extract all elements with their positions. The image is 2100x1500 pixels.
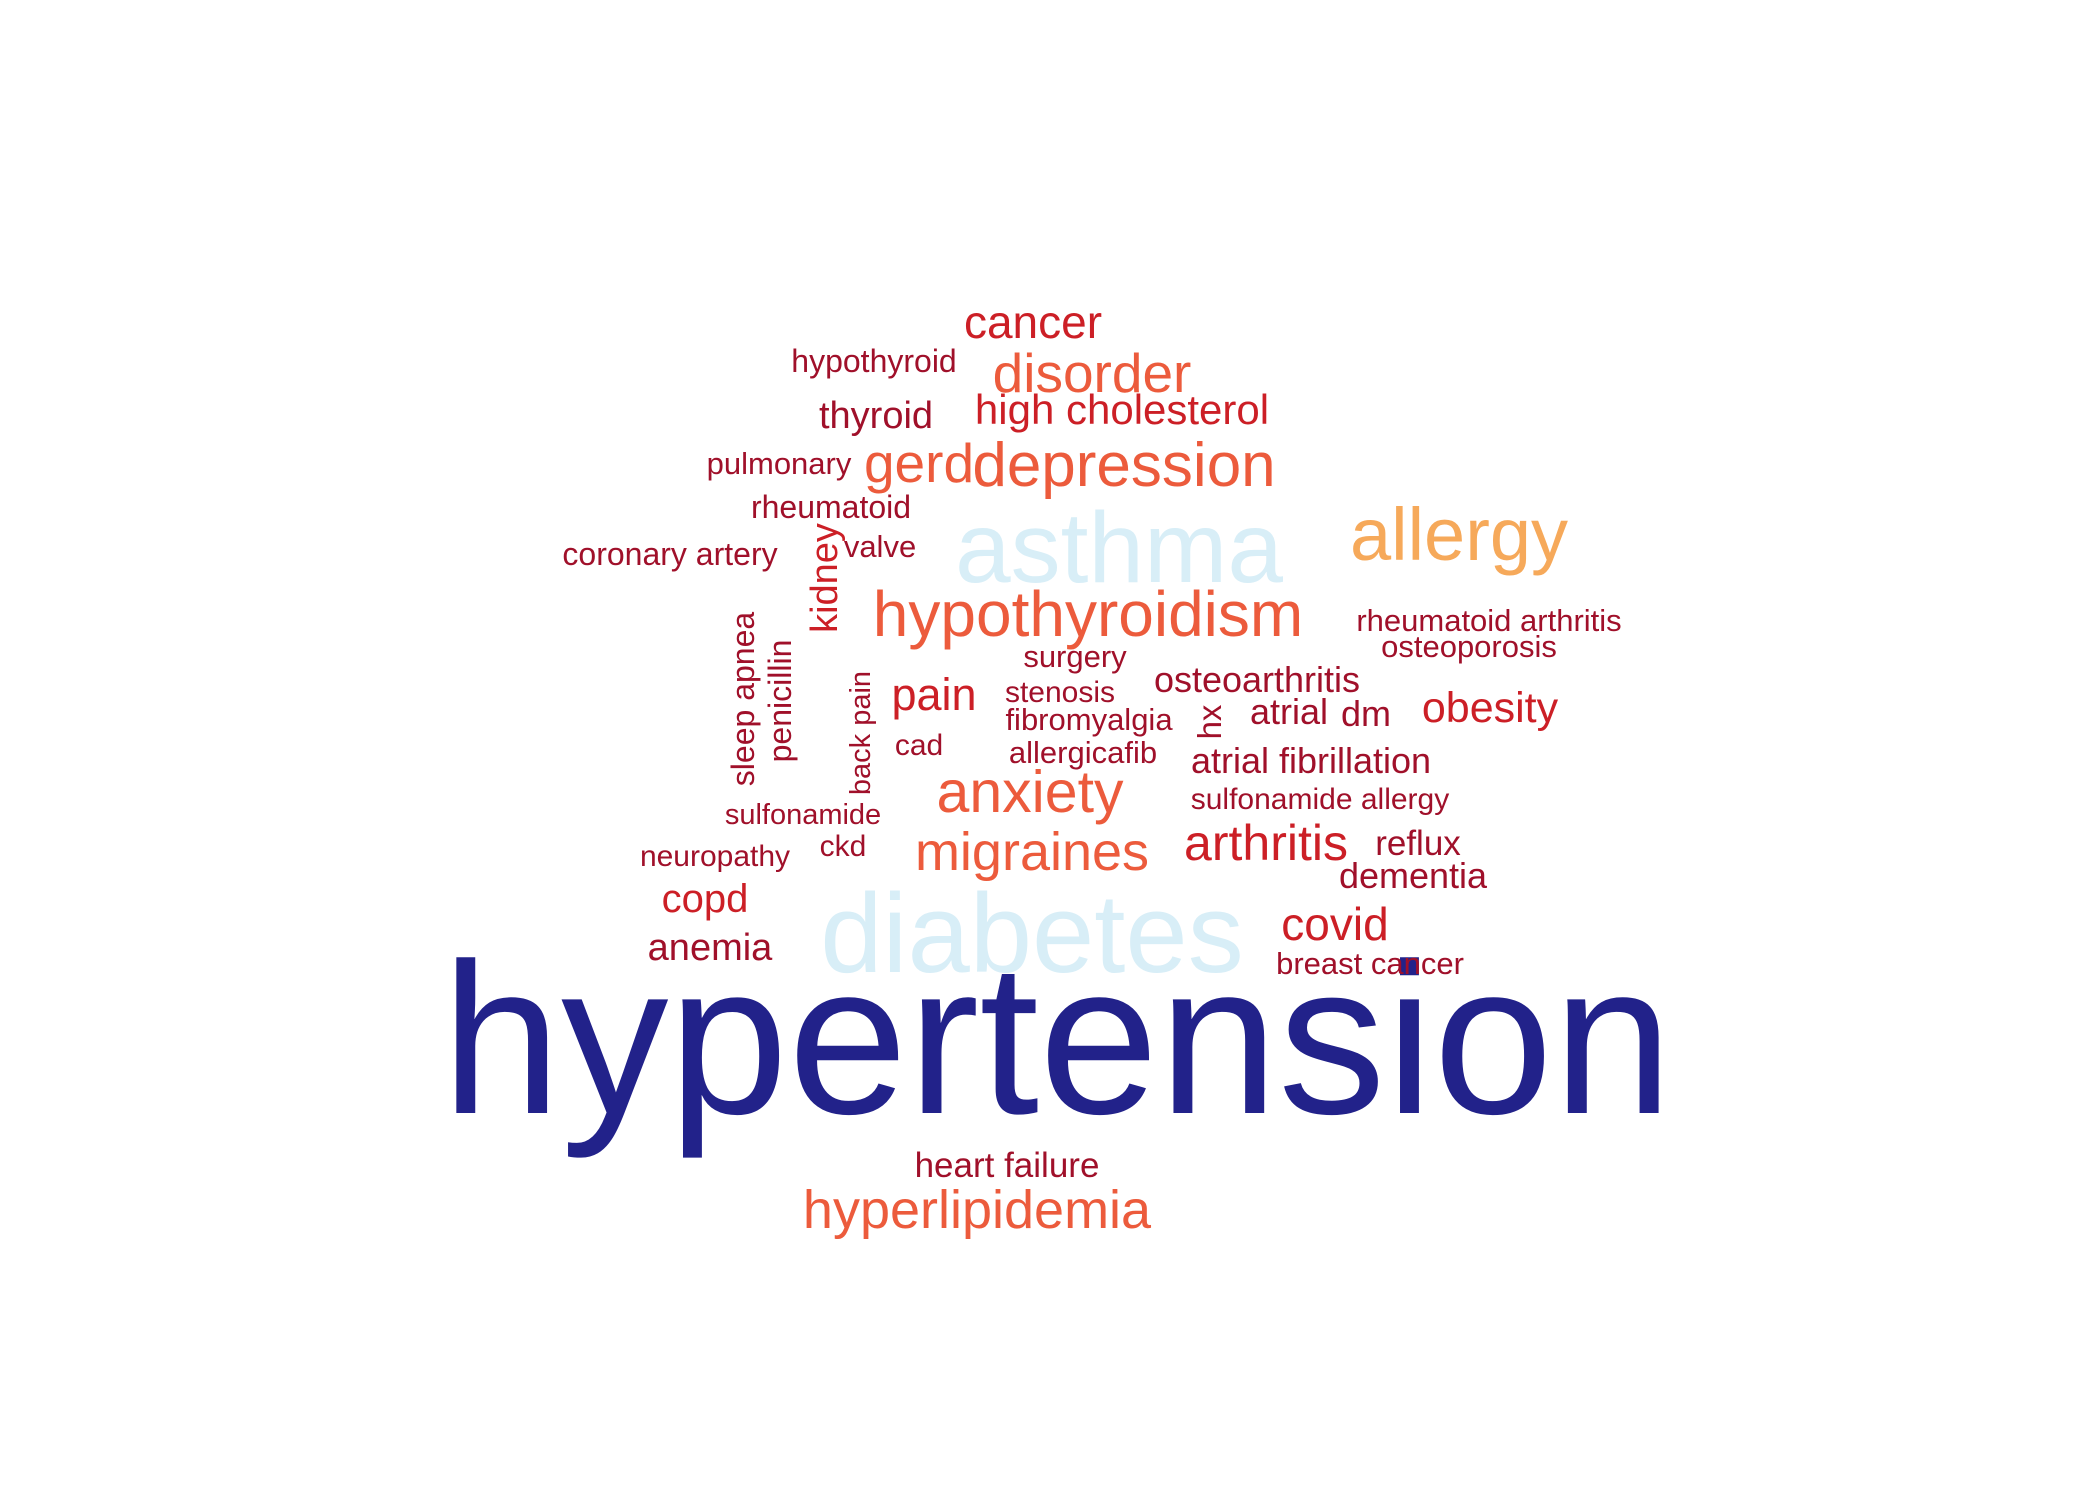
word-sleep-apnea: sleep apnea (725, 612, 761, 787)
word-coronary-artery: coronary artery (562, 536, 777, 572)
word-hyperlipidemia: hyperlipidemia (803, 1180, 1152, 1240)
word-thyroid: thyroid (819, 395, 933, 437)
word-rheumatoid: rheumatoid (751, 489, 911, 525)
word-penicillin: penicillin (762, 640, 798, 763)
word-breast-cancer: breast cancer (1276, 946, 1464, 981)
word-pulmonary: pulmonary (707, 446, 852, 481)
word-osteoporosis: osteoporosis (1381, 629, 1557, 664)
word-kidney: kidney (804, 523, 846, 633)
word-disorder: disorder (993, 342, 1192, 404)
word-allergy: allergy (1350, 493, 1568, 576)
word-depression: depression (972, 431, 1275, 500)
word-neuropathy: neuropathy (640, 840, 790, 873)
word-migraines: migraines (915, 822, 1149, 882)
word-high-cholesterol: high cholesterol (975, 386, 1269, 433)
word-heart-failure: heart failure (915, 1146, 1100, 1185)
word-allergicafib: allergicafib (1009, 735, 1157, 770)
word-surgery: surgery (1023, 639, 1127, 674)
word-cancer: cancer (964, 296, 1102, 348)
word-sulfonamide: sulfonamide (725, 799, 881, 831)
word-arthritis: arthritis (1184, 815, 1348, 871)
word-obesity: obesity (1422, 684, 1559, 732)
word-pain: pain (891, 669, 976, 720)
word-ckd: ckd (820, 830, 867, 863)
word-dementia: dementia (1339, 855, 1488, 896)
word-stenosis: stenosis (1005, 676, 1115, 709)
word-osteoarthritis: osteoarthritis (1154, 659, 1360, 700)
word-hypothyroid: hypothyroid (791, 343, 956, 379)
word-hypertension: hypertension (441, 918, 1672, 1159)
word-valve: valve (844, 529, 916, 564)
word-covid: covid (1281, 898, 1388, 950)
word-atrial-fibrillation: atrial fibrillation (1191, 740, 1431, 781)
word-anemia: anemia (648, 927, 773, 969)
word-copd: copd (662, 877, 749, 921)
word-cad: cad (895, 729, 943, 762)
word-back-pain: back pain (845, 671, 877, 795)
word-sulfonamide-allergy: sulfonamide allergy (1191, 783, 1449, 816)
word-gerd: gerd (864, 432, 974, 494)
word-reflux: reflux (1375, 824, 1461, 863)
word-hx: hx (1191, 704, 1228, 739)
word-dm: dm (1341, 693, 1391, 734)
word-hypothyroidism: hypothyroidism (873, 578, 1303, 650)
word-atrial: atrial (1250, 691, 1328, 732)
word-fibromyalgia: fibromyalgia (1005, 702, 1173, 737)
word-diabetes: diabetes (820, 871, 1243, 996)
word-rheumatoid-arthritis: rheumatoid arthritis (1356, 603, 1621, 638)
word-asthma: asthma (955, 492, 1283, 604)
word-anxiety: anxiety (937, 759, 1124, 825)
